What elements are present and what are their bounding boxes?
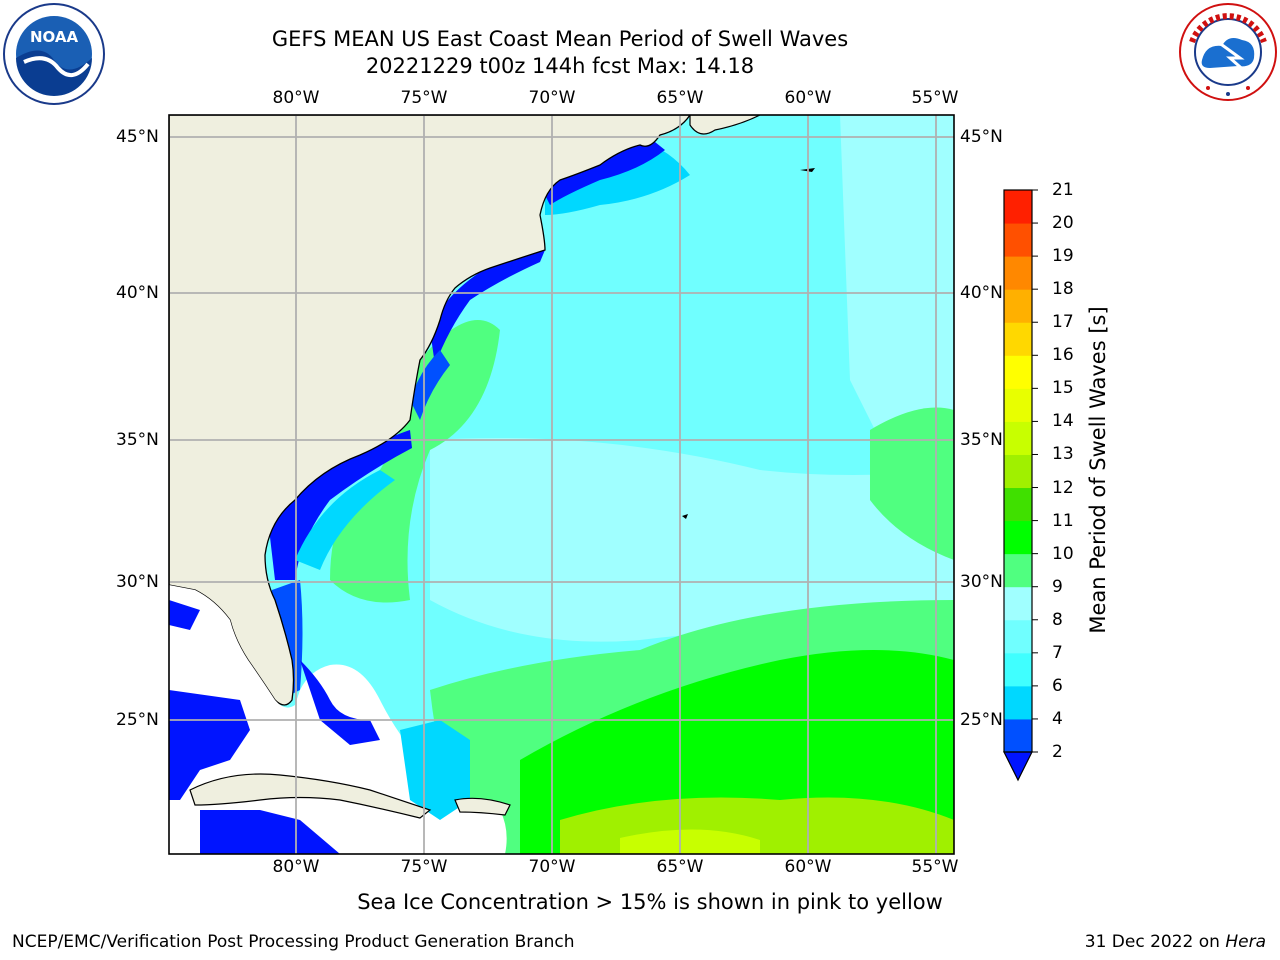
noaa-logo: NOAA (3, 3, 105, 105)
nws-logo (1179, 3, 1277, 101)
footer-note: Sea Ice Concentration > 15% is shown in … (357, 890, 943, 914)
credit-line: NCEP/EMC/Verification Post Processing Pr… (12, 932, 575, 952)
lon-label-top: 60°W (784, 88, 832, 108)
lon-label-bottom: 80°W (272, 857, 320, 877)
lon-label-top: 65°W (656, 88, 704, 108)
lat-label-left: 35°N (116, 430, 159, 450)
colorbar-tick-label: 16 (1052, 345, 1074, 366)
date-text: 31 Dec 2022 on (1084, 932, 1220, 952)
coastal-band-carolinas (410, 350, 450, 420)
max-period-band (620, 829, 760, 854)
colorbar-swatch (1004, 652, 1032, 687)
colorbar-swatch (1004, 487, 1032, 522)
lon-label-bottom: 70°W (528, 857, 576, 877)
lon-label-bottom: 65°W (656, 857, 704, 877)
lat-label-left: 45°N (116, 127, 159, 147)
colorbar-label: Mean Period of Swell Waves [s] (1086, 306, 1110, 634)
coastal-blue-mid-atlantic (430, 250, 545, 365)
coastal-band-gulf-of-maine (545, 140, 690, 215)
svg-text:NOAA: NOAA (30, 28, 79, 46)
colorbar-swatch (1004, 553, 1032, 588)
lat-label-right: 45°N (960, 127, 1003, 147)
colorbar-swatch (1004, 289, 1032, 323)
colorbar-tick-label: 15 (1052, 378, 1074, 399)
colorbar-tick-label: 13 (1052, 444, 1074, 465)
colorbar-tick-label: 14 (1052, 411, 1074, 432)
date-stamp: 31 Dec 2022 on Hera (1085, 932, 1266, 952)
bahamas-blue-patch (300, 660, 380, 745)
colorbar-border (1003, 189, 1033, 753)
colorbar-swatch (1004, 223, 1032, 257)
lon-label-bottom: 60°W (784, 857, 832, 877)
lon-label-bottom: 55°W (911, 857, 959, 877)
lon-label-bottom: 75°W (400, 857, 448, 877)
lat-label-left: 25°N (116, 710, 159, 730)
map-frame (168, 114, 955, 855)
colorbar-swatch (1004, 454, 1032, 489)
colorbar-tick-label: 6 (1052, 675, 1063, 696)
coastal-band-florida (272, 580, 303, 695)
lon-label-top: 80°W (272, 88, 320, 108)
colorbar-swatch (1004, 355, 1032, 389)
lon-label-top: 75°W (400, 88, 448, 108)
bahamas-cyan-patch (400, 720, 470, 820)
colorbar-swatch (1004, 388, 1032, 422)
land-north-america (169, 115, 691, 706)
gulf-blue-patch (169, 690, 250, 800)
lat-label-right: 30°N (960, 572, 1003, 592)
colorbar-tick-label: 2 (1052, 742, 1063, 762)
colorbar-tick-label: 20 (1052, 213, 1074, 234)
colorbar-swatch (1004, 322, 1032, 356)
caribbean-blue-patch (200, 810, 340, 854)
land-cuba (189, 773, 432, 819)
colorbar-swatch (1004, 586, 1032, 621)
colorbar-tick-label: 10 (1052, 543, 1074, 564)
colorbar-extend-arrow (1003, 751, 1033, 782)
colorbar-swatch (1004, 256, 1032, 290)
colorbar-swatch (1004, 619, 1032, 654)
lat-label-right: 40°N (960, 283, 1003, 303)
colorbar-swatch (1004, 718, 1032, 753)
chart-subtitle: 20221229 t00z 144h fcst Max: 14.18 (365, 54, 755, 78)
lon-label-top: 70°W (528, 88, 576, 108)
coastal-blue-gulf-of-maine (540, 130, 665, 205)
land-nova-scotia (689, 115, 761, 135)
coastal-cyan-georgia (295, 470, 395, 570)
lat-label-left: 40°N (116, 283, 159, 303)
green-patch-west (330, 320, 500, 603)
graticule (169, 115, 954, 854)
colorbar-swatch (1004, 685, 1032, 720)
ocean-band-9s (430, 438, 954, 642)
colorbar-tick-label: 19 (1052, 246, 1074, 267)
colorbar-swatch (1004, 190, 1032, 224)
colorbar-swatch (1004, 520, 1032, 555)
lat-label-right: 35°N (960, 430, 1003, 450)
colorbar-tick-label: 4 (1052, 708, 1063, 729)
colorbar-tick-label: 12 (1052, 477, 1074, 498)
colorbar-tick-label: 11 (1052, 510, 1074, 531)
lon-label-top: 55°W (911, 88, 959, 108)
colorbar-tick-label: 7 (1052, 642, 1063, 663)
land-hispaniola (454, 797, 511, 816)
green-patch-east (870, 407, 954, 560)
bermuda (682, 514, 688, 519)
colorbar-tick-label: 18 (1052, 279, 1074, 300)
colorbar-tick-label: 9 (1052, 576, 1063, 597)
colorbar-tick-label: 21 (1052, 180, 1074, 200)
lat-label-right: 25°N (960, 710, 1003, 730)
colorbar-tick-label: 8 (1052, 609, 1063, 630)
colorbar (1003, 189, 1038, 782)
gulf-blue-patch-2 (169, 600, 200, 630)
colorbar-tick-label: 17 (1052, 312, 1074, 333)
host-name: Hera (1225, 932, 1266, 952)
ocean-band-east (840, 115, 954, 440)
chart-title: GEFS MEAN US East Coast Mean Period of S… (271, 27, 849, 51)
lat-label-left: 30°N (116, 572, 159, 592)
colorbar-swatch (1004, 421, 1032, 455)
